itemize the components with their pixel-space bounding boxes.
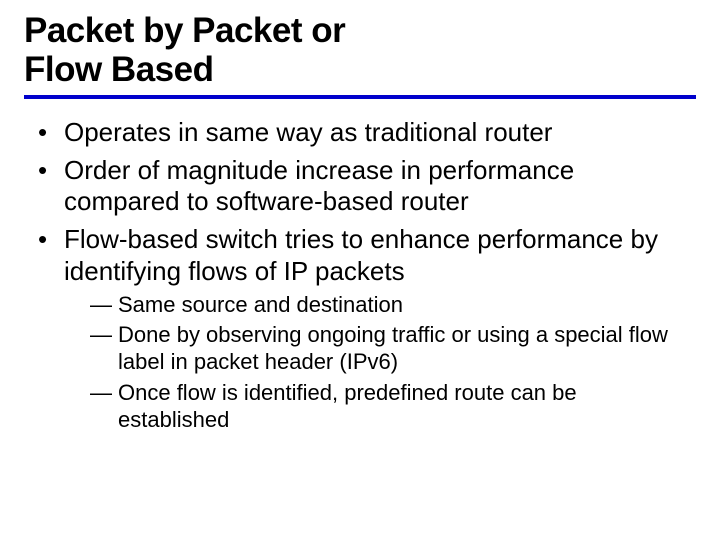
slide-title: Packet by Packet or Flow Based <box>24 12 696 89</box>
slide: Packet by Packet or Flow Based Operates … <box>0 0 720 540</box>
sub-bullet-text: Same source and destination <box>118 292 403 317</box>
sub-bullet-text: Once flow is identified, predefined rout… <box>118 380 577 432</box>
title-line-1: Packet by Packet or <box>24 11 345 50</box>
bullet-text: Flow-based switch tries to enhance perfo… <box>64 224 658 286</box>
bullet-list: Operates in same way as traditional rout… <box>24 117 696 434</box>
list-item: Flow-based switch tries to enhance perfo… <box>38 224 686 434</box>
sub-list: Same source and destination Done by obse… <box>64 292 686 434</box>
bullet-text: Operates in same way as traditional rout… <box>64 117 552 147</box>
sub-bullet-text: Done by observing ongoing traffic or usi… <box>118 322 668 374</box>
bullet-text: Order of magnitude increase in performan… <box>64 155 574 217</box>
list-item: Order of magnitude increase in performan… <box>38 155 686 218</box>
sub-list-item: Same source and destination <box>90 292 686 319</box>
sub-list-item: Done by observing ongoing traffic or usi… <box>90 322 686 376</box>
list-item: Operates in same way as traditional rout… <box>38 117 686 149</box>
title-line-2: Flow Based <box>24 50 213 89</box>
sub-list-item: Once flow is identified, predefined rout… <box>90 380 686 434</box>
title-rule <box>24 95 696 99</box>
